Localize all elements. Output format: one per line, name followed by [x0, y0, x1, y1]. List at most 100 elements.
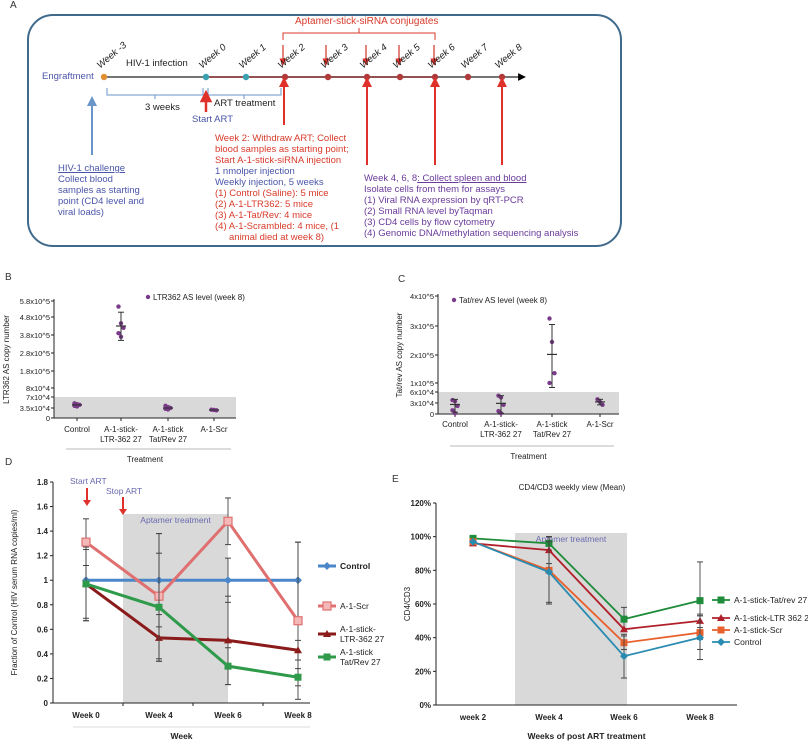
- y-axis-title: CD4/CD3: [403, 586, 412, 621]
- data-point: [552, 371, 557, 376]
- shade-label: Aptamer treatment: [140, 515, 211, 525]
- y-tick-label: 1: [44, 576, 49, 585]
- week-dot: [242, 73, 250, 81]
- y-tick-label: 0: [44, 699, 49, 708]
- y-tick-label: 3x10^5: [410, 322, 434, 331]
- start-art-label: Start ART: [192, 114, 234, 125]
- marker-triangle: [323, 630, 331, 637]
- challenge-line: viral loads): [58, 207, 104, 218]
- legend-label: A-1-stick: [340, 647, 374, 657]
- assay-line: (1) Viral RNA expression by qRT-PCR: [364, 195, 524, 206]
- red-arrow-head: [83, 500, 91, 506]
- data-point: [116, 304, 121, 309]
- legend-label: Control: [734, 637, 762, 647]
- assay-line: (4) Genomic DNA/methylation sequencing a…: [364, 228, 579, 239]
- marker-diamond: [696, 633, 704, 642]
- art-treatment-label: ART treatment: [214, 98, 276, 109]
- y-tick-label: 1.2: [37, 552, 49, 561]
- hiv-infection-label: HIV-1 infection: [126, 58, 188, 69]
- legend-label: A-1-Scr: [340, 601, 369, 611]
- week2-line: Start A-1-stick-siRNA injection: [215, 155, 342, 166]
- y-axis-title: Tat/rev AS copy number: [395, 312, 404, 397]
- x-tick-label: A-1-Scr: [200, 425, 227, 434]
- legend-marker: [145, 294, 151, 300]
- timeline-box: [27, 14, 622, 247]
- legend-label: A-1-stick-Scr: [734, 625, 783, 635]
- y-tick-label: 1.6: [37, 503, 49, 512]
- x-tick-label: Tat/Rev 27: [149, 435, 188, 444]
- marker-diamond: [620, 652, 628, 661]
- y-tick-label: 0: [46, 414, 50, 423]
- y-tick-label: 6x10^4: [410, 388, 434, 397]
- marker-triangle: [294, 646, 302, 654]
- y-tick-label: 20%: [415, 667, 431, 676]
- marker-diamond: [469, 537, 477, 546]
- marker-triangle: [620, 625, 628, 633]
- y-tick-label: 60%: [415, 600, 431, 609]
- series-line: [472, 537, 701, 621]
- marker-diamond: [545, 568, 553, 577]
- x-axis-title: Weeks of post ART treatment: [527, 731, 645, 741]
- y-tick-label: 0%: [419, 701, 431, 710]
- y-tick-label: 1x10^5: [410, 379, 434, 388]
- week2-line: Week 2: Withdraw ART; Collect: [215, 133, 347, 144]
- y-tick-label: 1.8x10^5: [20, 367, 50, 376]
- legend-label: A-1-stick-LTR 362 27: [734, 613, 808, 623]
- aptamer-treatment-shade: [515, 533, 627, 705]
- x-tick-label: Week 0: [72, 711, 100, 720]
- y-tick-label: 8x10^4: [26, 384, 50, 393]
- y-tick-label: 4.8x10^5: [20, 313, 50, 322]
- y-tick-label: 80%: [415, 566, 431, 575]
- assay-line: (2) Small RNA level byTaqman: [364, 206, 493, 217]
- panel-c-label: C: [398, 274, 406, 285]
- x-tick-label: Week 6: [214, 711, 242, 720]
- data-point: [450, 408, 455, 413]
- week2-line: 1 nmolper injection: [215, 166, 295, 177]
- y-tick-label: 0.6: [37, 625, 49, 634]
- marker-diamond: [224, 576, 232, 585]
- legend-label: A-1-stick-Tat/rev 27: [734, 595, 807, 605]
- marker-square: [717, 626, 725, 634]
- series-line: [85, 582, 299, 652]
- marker-square: [620, 615, 628, 623]
- marker-square: [323, 653, 331, 661]
- x-axis-title: Treatment: [127, 455, 164, 464]
- start-art-label: Start ART: [70, 476, 107, 486]
- data-point: [547, 316, 552, 321]
- marker-square: [293, 616, 303, 626]
- legend-label: A-1-stick-: [340, 624, 376, 634]
- series-line: [472, 540, 701, 658]
- group-line: (1) Control (Saline): 5 mice: [215, 188, 329, 199]
- marker-square: [294, 673, 302, 681]
- challenge-line: samples as starting: [58, 185, 140, 196]
- aptamer-treatment-shade: [123, 514, 228, 703]
- week-dot: [324, 73, 332, 81]
- data-point: [116, 331, 121, 336]
- legend-marker: [451, 297, 457, 303]
- week-dot: [396, 73, 404, 81]
- injection-arrows: [279, 45, 438, 66]
- y-tick-label: 1.8: [37, 478, 49, 487]
- marker-square: [322, 601, 332, 611]
- group-line: (2) A-1-LTR362: 5 mice: [215, 199, 314, 210]
- group-line: (3) A-1-Tat/Rev: 4 mice: [215, 210, 313, 221]
- challenge-note: HIV-1 challenge Collect blood samples as…: [58, 163, 144, 218]
- marker-square: [82, 580, 90, 588]
- y-tick-label: 4x10^5: [410, 292, 434, 301]
- stop-art-label: Stop ART: [106, 486, 142, 496]
- x-tick-label: Week 4: [535, 713, 563, 722]
- assay-line: Isolate cells from them for assays: [364, 184, 505, 195]
- y-tick-label: 0: [430, 410, 434, 419]
- challenge-title: HIV-1 challenge: [58, 163, 126, 174]
- conjugates-label: Aptamer-stick-siRNA conjugates: [295, 16, 439, 27]
- marker-diamond: [717, 638, 725, 646]
- week2-line: blood samples as starting point;: [215, 144, 349, 155]
- legend-label: Control: [340, 561, 370, 571]
- x-tick-label: Tat/Rev 27: [533, 430, 572, 439]
- x-tick-label: LTR-362 27: [480, 430, 522, 439]
- y-tick-label: 120%: [411, 499, 431, 508]
- group-line: (4) A-1-Scrambled: 4 mice, (1: [215, 221, 340, 232]
- y-tick-label: 5.8x10^5: [20, 297, 50, 306]
- assays-note: Week 4, 6, 8: Collect spleen and blood I…: [364, 173, 578, 239]
